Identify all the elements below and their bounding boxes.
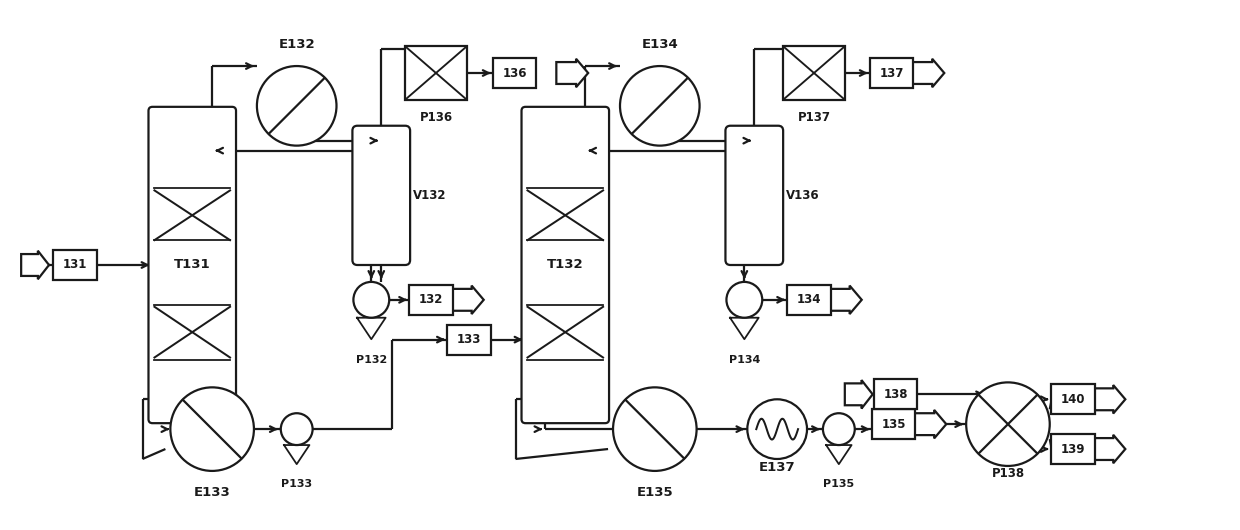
FancyArrow shape [914, 410, 946, 438]
FancyBboxPatch shape [1050, 384, 1095, 414]
FancyBboxPatch shape [492, 58, 537, 88]
Text: 135: 135 [882, 418, 905, 431]
FancyBboxPatch shape [522, 107, 609, 423]
FancyBboxPatch shape [869, 58, 914, 88]
Text: P133: P133 [281, 479, 312, 489]
Text: E133: E133 [193, 486, 231, 499]
Text: E134: E134 [641, 38, 678, 51]
Circle shape [613, 387, 697, 471]
FancyBboxPatch shape [874, 379, 918, 409]
Text: 131: 131 [63, 259, 87, 271]
Text: V132: V132 [413, 189, 446, 202]
Text: 138: 138 [883, 388, 908, 401]
Text: E132: E132 [279, 38, 315, 51]
Text: P137: P137 [797, 111, 831, 124]
Text: 134: 134 [797, 293, 821, 306]
Circle shape [353, 282, 389, 317]
FancyArrow shape [844, 380, 873, 409]
FancyBboxPatch shape [784, 46, 844, 100]
FancyBboxPatch shape [787, 285, 831, 315]
Text: 136: 136 [502, 66, 527, 80]
FancyBboxPatch shape [1050, 434, 1095, 464]
FancyBboxPatch shape [872, 409, 915, 439]
Circle shape [823, 413, 854, 445]
FancyBboxPatch shape [53, 250, 97, 280]
Text: 137: 137 [879, 66, 904, 80]
FancyArrow shape [1094, 435, 1126, 463]
Circle shape [727, 282, 763, 317]
FancyArrow shape [21, 251, 50, 279]
Text: 140: 140 [1060, 393, 1085, 406]
Circle shape [966, 382, 1050, 466]
Circle shape [170, 387, 254, 471]
FancyArrow shape [557, 59, 588, 87]
FancyArrow shape [913, 59, 945, 87]
Text: T131: T131 [174, 259, 211, 271]
Text: V136: V136 [786, 189, 820, 202]
FancyBboxPatch shape [446, 325, 491, 355]
Text: P132: P132 [356, 355, 387, 365]
Text: P134: P134 [729, 355, 760, 365]
Text: P136: P136 [419, 111, 453, 124]
FancyBboxPatch shape [409, 285, 453, 315]
Circle shape [280, 413, 312, 445]
FancyArrow shape [830, 286, 862, 314]
Text: E135: E135 [636, 486, 673, 499]
FancyArrow shape [1094, 385, 1126, 413]
Text: 139: 139 [1060, 443, 1085, 455]
Text: E137: E137 [759, 461, 796, 474]
Text: P135: P135 [823, 479, 854, 489]
Circle shape [620, 66, 699, 146]
FancyArrow shape [451, 286, 484, 314]
FancyBboxPatch shape [405, 46, 466, 100]
Text: P138: P138 [992, 467, 1024, 480]
Text: 132: 132 [419, 293, 443, 306]
FancyBboxPatch shape [352, 126, 410, 265]
FancyBboxPatch shape [149, 107, 236, 423]
Circle shape [257, 66, 336, 146]
Text: T132: T132 [547, 259, 584, 271]
Circle shape [748, 399, 807, 459]
Text: 133: 133 [456, 333, 481, 346]
FancyBboxPatch shape [725, 126, 784, 265]
